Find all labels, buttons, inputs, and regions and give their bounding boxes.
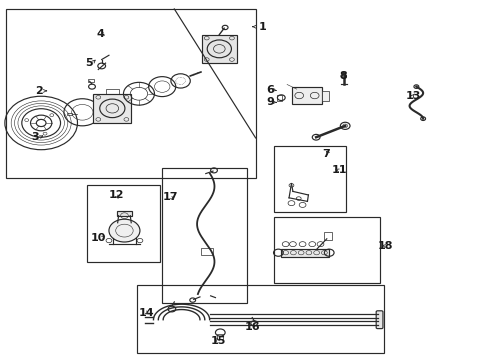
Bar — [277, 95, 282, 100]
Bar — [67, 113, 72, 115]
Text: 8: 8 — [338, 71, 346, 81]
Bar — [6, 9, 255, 178]
Text: 7: 7 — [321, 149, 329, 159]
Bar — [201, 248, 213, 255]
Bar — [280, 249, 328, 257]
Bar — [202, 35, 236, 63]
Text: 1: 1 — [259, 22, 266, 32]
Text: 15: 15 — [210, 336, 225, 346]
Text: 9: 9 — [266, 97, 274, 107]
Text: 11: 11 — [331, 165, 346, 175]
Bar — [217, 334, 223, 339]
Text: 2: 2 — [35, 86, 43, 96]
Bar — [117, 211, 132, 216]
FancyBboxPatch shape — [375, 311, 382, 329]
Bar — [162, 167, 246, 303]
Text: 10: 10 — [90, 233, 106, 243]
Text: 6: 6 — [266, 85, 274, 95]
Text: 17: 17 — [163, 192, 178, 202]
Text: 13: 13 — [405, 91, 420, 101]
Bar — [273, 217, 379, 283]
Bar — [93, 94, 131, 123]
Text: 3: 3 — [31, 132, 39, 142]
Text: 4: 4 — [97, 29, 104, 39]
Text: 18: 18 — [377, 241, 392, 251]
Text: 12: 12 — [109, 190, 124, 200]
Bar — [88, 79, 94, 82]
Bar — [137, 285, 383, 353]
Bar — [324, 233, 331, 239]
Text: 16: 16 — [244, 322, 260, 332]
Bar — [105, 90, 119, 94]
Text: 5: 5 — [84, 58, 92, 68]
Bar — [87, 185, 160, 262]
Bar — [321, 91, 328, 100]
Text: 14: 14 — [139, 307, 154, 318]
Circle shape — [109, 219, 140, 242]
Bar — [273, 146, 346, 212]
Bar — [291, 87, 321, 104]
